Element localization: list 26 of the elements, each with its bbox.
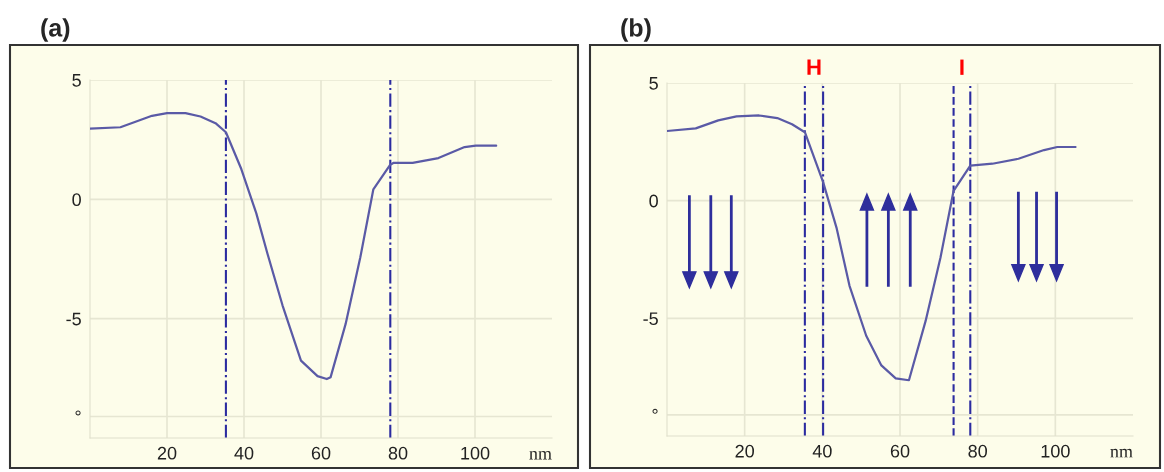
x-tick-label: 100 <box>1041 444 1070 458</box>
x-axis-title: nm <box>1110 448 1133 458</box>
x-tick-label: 60 <box>890 444 910 458</box>
line-series <box>667 114 1077 382</box>
x-axis-title: nm <box>529 450 552 460</box>
x-tick-label: 80 <box>968 444 987 458</box>
x-tick-label: 60 <box>311 446 331 460</box>
chart-title: (a) <box>41 18 70 42</box>
x-tick-label: 100 <box>461 446 490 460</box>
x-tick-label: 20 <box>157 446 177 460</box>
ref-line-label: H <box>807 59 821 75</box>
y-tick-label: ° <box>75 410 81 416</box>
ref-line-label: I <box>960 59 964 75</box>
x-tick-label: 40 <box>234 446 254 460</box>
y-tick-label: -5 <box>643 312 658 326</box>
x-tick-label: 80 <box>388 446 408 460</box>
y-tick-label: 5 <box>649 77 658 90</box>
y-tick-label: 0 <box>649 194 658 208</box>
y-tick-label: 5 <box>72 74 81 87</box>
y-tick-label: 0 <box>72 193 81 207</box>
chart-title: (b) <box>621 18 651 42</box>
x-tick-label: 40 <box>812 444 832 458</box>
y-tick-label: -5 <box>66 312 81 326</box>
line-series <box>90 112 498 381</box>
y-tick-label: ° <box>652 408 658 414</box>
x-tick-label: 20 <box>735 444 754 458</box>
